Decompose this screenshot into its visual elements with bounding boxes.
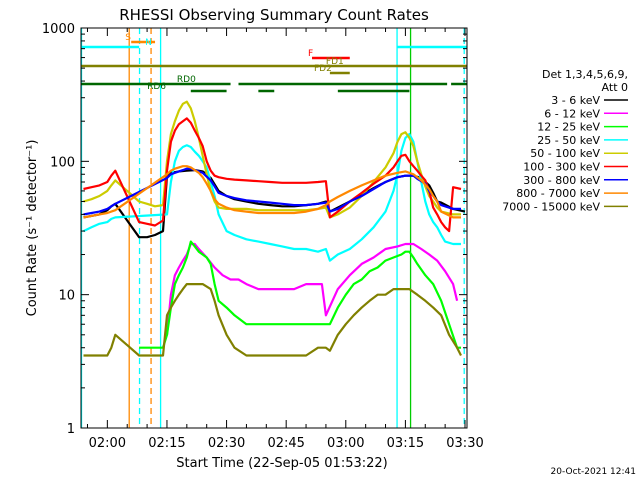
y-axis-label: Count Rate (s⁻¹ detector⁻¹) [25, 140, 40, 317]
legend-label-7: 800 - 7000 keV [516, 187, 600, 200]
x-tick-label-0: 02:00 [89, 436, 126, 451]
y-axis: 1 10 100 1000 [42, 22, 467, 437]
flag-label-3: FD1 [326, 57, 344, 67]
x-tick-label-6: 03:30 [446, 436, 483, 451]
legend-header-1: Att 0 [602, 81, 628, 94]
flag-label-4: FD2 [314, 64, 332, 74]
x-tick-label-1: 02:15 [148, 436, 185, 451]
series-line-7 [83, 165, 461, 219]
footer-date: 20-Oct-2021 12:41 [551, 467, 636, 477]
series-line-6 [83, 167, 461, 216]
flag-label-2: F [308, 49, 313, 59]
legend-label-5: 100 - 300 keV [523, 161, 600, 174]
legend-label-0: 3 - 6 keV [551, 94, 600, 107]
series-line-4 [83, 100, 461, 219]
x-tick-label-5: 03:15 [387, 436, 424, 451]
flag-label-1: N [145, 38, 152, 48]
legend-label-1: 6 - 12 keV [544, 107, 600, 120]
legend-label-3: 25 - 50 keV [537, 134, 600, 147]
x-axis-label: Start Time (22-Sep-05 01:53:22) [176, 456, 387, 471]
x-tick-label-3: 02:45 [267, 436, 304, 451]
x-tick-label-4: 03:00 [327, 436, 364, 451]
flag-label-0: S [125, 33, 131, 43]
series-line-2 [139, 240, 461, 349]
x-axis: 02:00 02:15 02:30 02:45 03:00 03:15 03:30 [86, 28, 484, 451]
plot-frame [80, 27, 468, 429]
y-tick-label-0: 1 [67, 422, 75, 437]
series-line-8 [83, 283, 462, 357]
legend-header-0: Det 1,3,4,5,6,9, [542, 68, 628, 81]
chart-title: RHESSI Observing Summary Count Rates [119, 6, 429, 24]
legend-label-4: 50 - 100 keV [530, 147, 600, 160]
legend-label-8: 7000 - 15000 keV [502, 200, 600, 213]
x-tick-label-2: 02:30 [208, 436, 245, 451]
flag-label-6: RD6 [147, 82, 166, 92]
legend-label-6: 300 - 800 keV [523, 174, 600, 187]
flag-label-5: RD0 [177, 75, 196, 85]
y-tick-label-3: 1000 [42, 22, 75, 37]
series-line-5 [83, 117, 462, 233]
y-tick-label-1: 10 [58, 289, 75, 304]
y-tick-label-2: 100 [50, 155, 75, 170]
legend-label-2: 12 - 25 keV [537, 121, 600, 134]
